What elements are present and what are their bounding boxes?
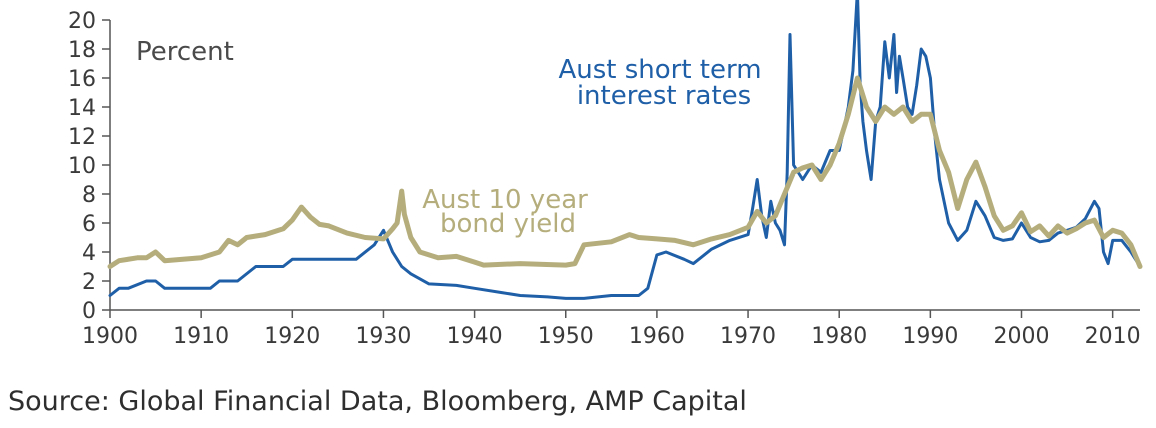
- tick-labels: 0 2 4 6 8 10 12 14 16 18 20 1900 1910 1920 1930 1940 195…: [68, 9, 1141, 349]
- short-rate-label-line1: Aust short term: [558, 55, 761, 85]
- y-tick-label-14: 14: [68, 96, 96, 121]
- series-line-aust-short-term-interest-rates: [108, 0, 1142, 300]
- x-tick-label-1990: 1990: [902, 324, 958, 349]
- y-tick-label-10: 10: [68, 154, 96, 179]
- x-tick-label-1930: 1930: [355, 324, 411, 349]
- y-tick-label-20: 20: [68, 9, 96, 34]
- x-tick-label-2010: 2010: [1085, 324, 1141, 349]
- y-tick-label-18: 18: [68, 38, 96, 63]
- x-tick-label-1980: 1980: [811, 324, 867, 349]
- short-rate-label-line2: interest rates: [577, 81, 751, 111]
- y-tick-label-6: 6: [82, 212, 96, 237]
- x-tick-label-1910: 1910: [173, 324, 229, 349]
- series-line-aust-10-year-bond-yield: [107, 75, 1143, 269]
- source-note: Source: Global Financial Data, Bloomberg…: [8, 386, 747, 417]
- y-tick-label-12: 12: [68, 125, 96, 150]
- y-tick-label-2: 2: [82, 270, 96, 295]
- x-tick-label-1900: 1900: [82, 324, 138, 349]
- y-tick-label-4: 4: [82, 241, 96, 266]
- y-axis-label: Percent: [136, 37, 234, 67]
- x-tick-label-1940: 1940: [447, 324, 503, 349]
- x-tick-label-1970: 1970: [720, 324, 776, 349]
- y-tick-label-16: 16: [68, 67, 96, 92]
- series-lines: [107, 0, 1143, 300]
- x-tick-label-1950: 1950: [538, 324, 594, 349]
- x-tick-label-2000: 2000: [994, 324, 1050, 349]
- axes: [102, 19, 1140, 318]
- bond-yield-label-line2: bond yield: [440, 209, 576, 239]
- x-tick-label-1960: 1960: [629, 324, 685, 349]
- y-tick-label-8: 8: [82, 183, 96, 208]
- line-chart: 0 2 4 6 8 10 12 14 16 18 20 1900 1910 1920 1930 1940 195…: [68, 0, 1143, 349]
- bond-yield-label-line1: Aust 10 year: [422, 185, 588, 215]
- y-tick-label-0: 0: [82, 299, 96, 324]
- x-tick-label-1920: 1920: [264, 324, 320, 349]
